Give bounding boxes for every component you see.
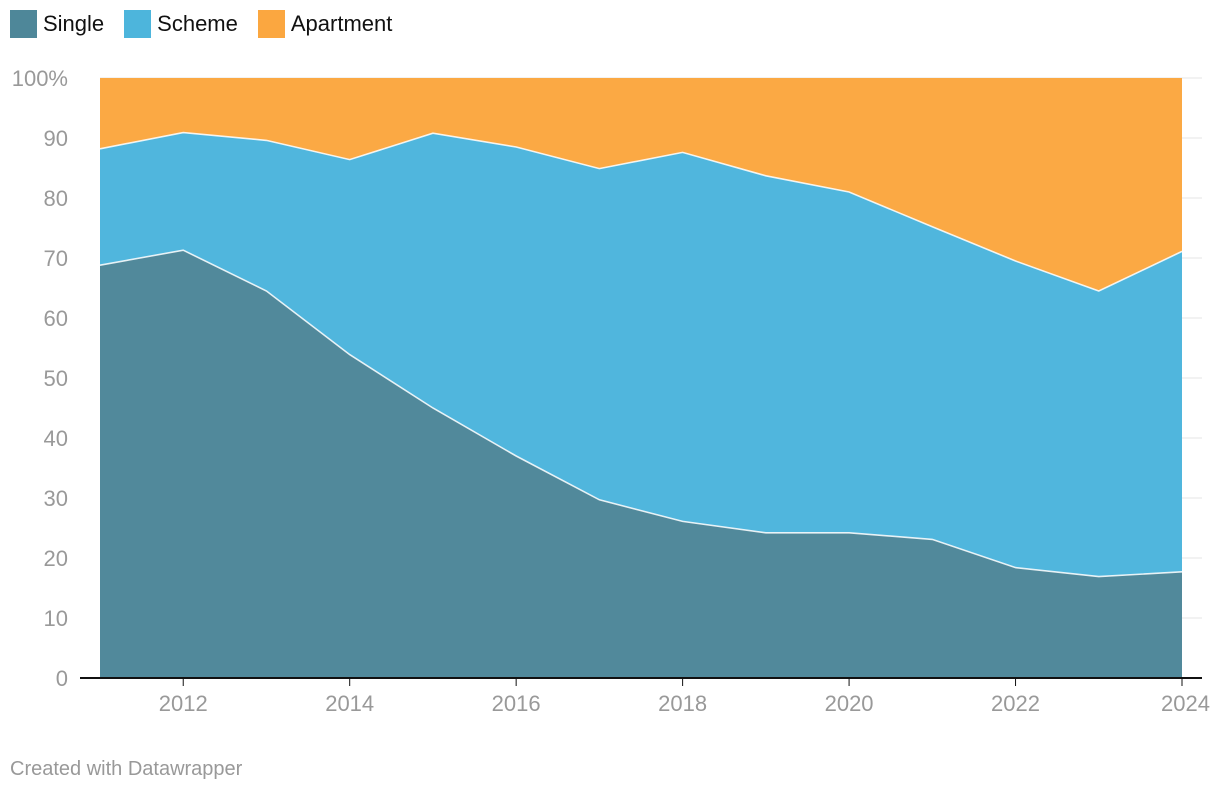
x-tick-label-4: 2020 [825, 691, 874, 716]
legend-label-scheme: Scheme [157, 11, 238, 36]
y-tick-label-4: 60 [44, 306, 68, 331]
y-tick-label-0: 100% [12, 66, 68, 91]
legend-label-apartment: Apartment [290, 11, 393, 36]
credit-text: Created with Datawrapper [10, 758, 243, 780]
legend-swatch-scheme [124, 10, 152, 38]
area-single [100, 250, 1182, 678]
y-tick-label-8: 20 [44, 546, 68, 571]
x-tick-label-5: 2022 [991, 691, 1040, 716]
legend-swatch-single [10, 10, 37, 38]
y-tick-label-7: 30 [44, 486, 68, 511]
x-tick-label-0: 2012 [159, 691, 208, 716]
y-tick-label-10: 0 [56, 666, 68, 691]
x-tick-label-2: 2016 [492, 691, 541, 716]
y-tick-label-6: 40 [44, 426, 68, 451]
legend-item-apartment: Apartment [257, 10, 393, 38]
legend-label-single: Single [43, 11, 105, 36]
area-apartment [100, 78, 1182, 291]
y-tick-label-5: 50 [44, 366, 68, 391]
y-tick-label-2: 80 [44, 186, 68, 211]
y-tick-label-1: 90 [44, 126, 68, 151]
y-tick-label-9: 10 [44, 606, 68, 631]
legend-swatch-apartment [257, 10, 285, 38]
x-tick-label-6: 2024 [1161, 691, 1210, 716]
x-tick-label-1: 2014 [325, 691, 374, 716]
legend-item-scheme: Scheme [124, 10, 238, 38]
y-tick-label-3: 70 [44, 246, 68, 271]
chart-legend: Single Scheme Apartment [10, 10, 412, 38]
legend-item-single: Single [10, 10, 104, 38]
x-tick-label-3: 2018 [658, 691, 707, 716]
boundary-line-scheme [99, 131, 1183, 292]
boundary-line-single [99, 249, 1183, 578]
area-scheme [100, 132, 1182, 577]
